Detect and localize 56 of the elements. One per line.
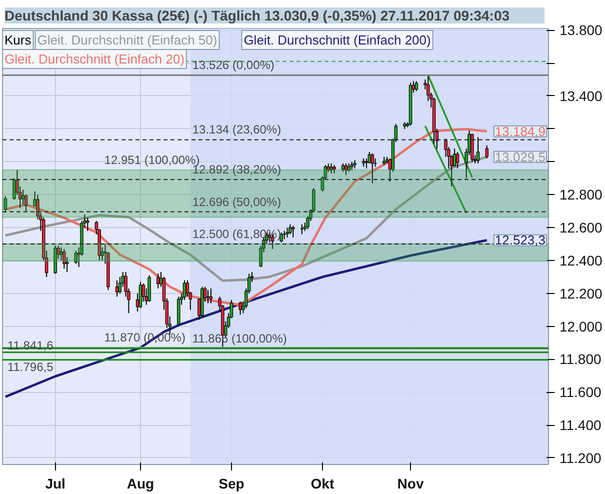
y-tick-label: 12.000 (560, 318, 603, 334)
y-tick-label: 11.200 (560, 450, 602, 466)
x-tick-label: Jul (45, 476, 66, 492)
y-tick-label: 12.800 (560, 186, 603, 203)
y-tick-label: 13.400 (560, 88, 603, 104)
x-tick-label: Okt (310, 476, 334, 492)
y-tick-label: 11.400 (560, 417, 602, 434)
candlestick (456, 151, 460, 169)
candlestick (62, 248, 66, 270)
candlestick (74, 250, 78, 264)
candlestick (4, 196, 8, 214)
annotation: 12.523,3 (494, 232, 546, 248)
annotation: 11.796,5 (7, 360, 54, 374)
text: Gleit. Durchschnitt (Einfach 20) (4, 52, 184, 66)
candlestick (118, 276, 122, 294)
candlestick (286, 227, 289, 238)
chart-title: Deutschland 30 Kassa (25€) (-) Täglich 13.030,9 (-0,35%) 27.11.2017 09:34:03 (4, 8, 510, 24)
text: Kurs (4, 32, 32, 48)
text: Gleit. Durchschnitt (Einfach 50) (37, 32, 218, 48)
y-tick-label: 13.800 (560, 22, 603, 38)
candlestick (280, 232, 283, 243)
x-tick-label: Nov (397, 476, 424, 492)
candlestick (288, 224, 292, 235)
candlestick (148, 274, 151, 302)
y-tick-label: 11.600 (560, 384, 602, 400)
candlestick (291, 225, 295, 238)
annotation: 12.951 (100,00%) (104, 152, 200, 167)
candlestick (115, 280, 119, 298)
y-tick-label: 11.800 (560, 351, 602, 368)
candlestick (330, 162, 333, 174)
candlestick (156, 273, 160, 289)
candlestick (476, 136, 480, 164)
text: Gleit. Durchschnitt (Einfach 200) (244, 32, 431, 48)
candlestick (86, 217, 90, 232)
annotation: 12.500 (61,80%) (192, 227, 282, 242)
annotation: 12.696 (50,00%) (192, 194, 282, 209)
annotation: 13.184,9 (494, 124, 546, 139)
candlestick (364, 158, 368, 169)
x-tick-label: Aug (126, 476, 154, 492)
candlestick (300, 224, 304, 235)
candlestick (21, 189, 25, 206)
candlestick (206, 290, 210, 304)
annotation: 13.134 (23,60%) (192, 122, 282, 137)
y-tick-label: 12.600 (560, 220, 603, 236)
annotation: 13.029,5 (494, 149, 546, 164)
candlestick (138, 281, 142, 309)
candlestick (414, 80, 418, 92)
candlestick (370, 153, 374, 184)
y-tick-label: 12.400 (560, 252, 603, 268)
annotation: 13.526 (0,00%) (192, 58, 274, 72)
candlestick (60, 246, 63, 261)
candlestick (238, 301, 242, 316)
candlestick (485, 144, 488, 159)
line-series (4, 239, 488, 398)
y-tick-label: 12.200 (560, 285, 603, 302)
x-tick-label: Sep (218, 476, 244, 492)
